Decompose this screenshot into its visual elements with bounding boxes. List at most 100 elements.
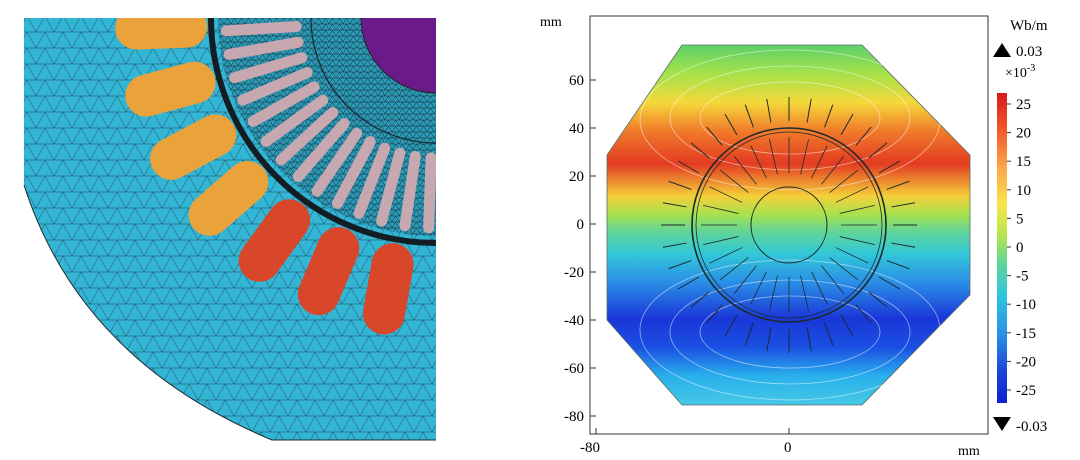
plot-stator-slot xyxy=(824,104,834,128)
plot-stator-slot xyxy=(706,304,723,324)
rotor-bar xyxy=(353,142,391,219)
y-tick-label: 60 xyxy=(569,73,584,89)
plot-stator-slot xyxy=(766,98,772,123)
colorbar-ticks: 25 20 15 10 5 0 -5 -10 -15 -20 -25 xyxy=(1007,97,1036,399)
plot-stator-slot xyxy=(744,322,754,346)
plot-stator-slot xyxy=(724,113,738,136)
plot-stator-slot xyxy=(724,314,738,337)
colorbar-tick-label: 20 xyxy=(1016,126,1031,142)
rotor-inner-mesh xyxy=(311,18,436,143)
rotor-bar xyxy=(292,118,350,182)
colorbar-tick-label: -15 xyxy=(1016,326,1036,342)
plot-stator-slot xyxy=(806,98,812,123)
plot-stator-slot xyxy=(766,327,772,352)
shaft-outline xyxy=(750,186,828,264)
stator-slot xyxy=(238,199,311,282)
plot-stator-slot xyxy=(886,260,910,270)
plot-stator-slot xyxy=(690,291,710,308)
colorbar-tick-label: -10 xyxy=(1016,297,1036,313)
stator-slot xyxy=(188,161,269,236)
plot-rotor-bar xyxy=(811,271,828,305)
colorbar-tick-label: 10 xyxy=(1016,183,1031,199)
plot-rotor-bar xyxy=(821,265,845,295)
plot-stator-slot xyxy=(677,276,700,290)
shaft xyxy=(360,18,436,94)
x-tick-label: 0 xyxy=(784,440,792,456)
plot-rotor-bar xyxy=(719,257,749,281)
rotor-bar xyxy=(331,136,376,209)
rotor-bar xyxy=(237,67,313,106)
plot-stator-slot xyxy=(662,242,687,248)
plot-stator-slot xyxy=(690,142,710,159)
stator-slot xyxy=(297,227,360,316)
plot-rotor-bar xyxy=(703,236,739,245)
plot-rotor-bar xyxy=(709,186,743,203)
plot-rotor-bar xyxy=(829,257,859,281)
rotor-bar xyxy=(275,107,339,166)
x-axis-unit: mm xyxy=(958,444,980,459)
plot-stator-slots xyxy=(661,97,917,353)
y-tick-label: 40 xyxy=(569,121,584,137)
rotor-bar xyxy=(229,52,308,84)
rotor-bars xyxy=(220,21,436,234)
colorbar-multiplier: ×10-3 xyxy=(1005,63,1035,81)
rotor-bar xyxy=(376,147,406,227)
colorbar-tick-label: 25 xyxy=(1016,97,1031,113)
mesh-panel xyxy=(23,18,436,441)
contour-lines xyxy=(639,49,941,401)
plot-rotor-bar xyxy=(733,265,757,295)
plot-stator-slot xyxy=(744,104,754,128)
plot-stator-slot xyxy=(668,260,692,270)
stator-slot xyxy=(125,61,216,117)
plot-stator-slot xyxy=(878,276,901,290)
plot-rotor-bar xyxy=(769,275,778,311)
plot-rotor-bar xyxy=(821,155,845,185)
plot-stator-slot xyxy=(868,291,888,308)
rotor-bar xyxy=(311,127,363,197)
outer-boundary xyxy=(23,184,436,441)
plot-rotor-bar xyxy=(839,236,875,245)
plot-rotor-bar xyxy=(811,145,828,179)
rotor-bar xyxy=(399,150,421,232)
y-tick-label: -80 xyxy=(564,409,584,425)
x-tick-label: -80 xyxy=(580,440,600,456)
field-region xyxy=(606,44,971,406)
plot-rotor-bar xyxy=(800,139,809,175)
plot-stator-slot xyxy=(840,113,854,136)
plot-rotor-bar xyxy=(769,139,778,175)
plot-rotor-bar xyxy=(835,186,869,203)
plot-stator-slot xyxy=(886,180,910,190)
colorbar-max-label: 0.03 xyxy=(1016,44,1042,60)
colorbar-tick-label: 15 xyxy=(1016,154,1031,170)
rotor-core-mesh xyxy=(218,18,436,236)
y-axis-unit: mm xyxy=(540,15,562,30)
plot-rotor-bar xyxy=(835,247,869,264)
min-arrow-icon xyxy=(993,417,1011,431)
plot-stator-slot xyxy=(855,126,872,146)
stator-slot xyxy=(362,243,414,335)
plot-stator-slot xyxy=(668,180,692,190)
plot-rotor-bar xyxy=(839,205,875,214)
plot-stator-slot xyxy=(662,202,687,208)
stator-slot xyxy=(150,114,237,180)
rotor-bar xyxy=(260,94,329,147)
colorbar-min-label: -0.03 xyxy=(1016,419,1047,435)
y-tick-label: -40 xyxy=(564,313,584,329)
plot-stator-slot xyxy=(706,126,723,146)
y-tick-label: -60 xyxy=(564,361,584,377)
y-axis-ticks: 60 40 20 0 -20 -40 -60 -80 xyxy=(564,73,596,425)
plot-rotor-bar xyxy=(800,275,809,311)
stator-slot xyxy=(115,18,208,50)
plot-rotor-bar xyxy=(703,205,739,214)
rotor-bar xyxy=(223,36,304,60)
plot-rotor-bars xyxy=(701,137,877,313)
y-tick-label: 20 xyxy=(569,169,584,185)
plot-rotor-bar xyxy=(750,145,767,179)
y-tick-label: 0 xyxy=(577,217,585,233)
rotor-bar xyxy=(220,21,302,37)
colorbar-tick-label: 5 xyxy=(1016,211,1024,227)
plot-stator-slot xyxy=(891,202,916,208)
colorbar-tick-label: 0 xyxy=(1016,240,1024,256)
plot-stator-slot xyxy=(677,160,700,174)
